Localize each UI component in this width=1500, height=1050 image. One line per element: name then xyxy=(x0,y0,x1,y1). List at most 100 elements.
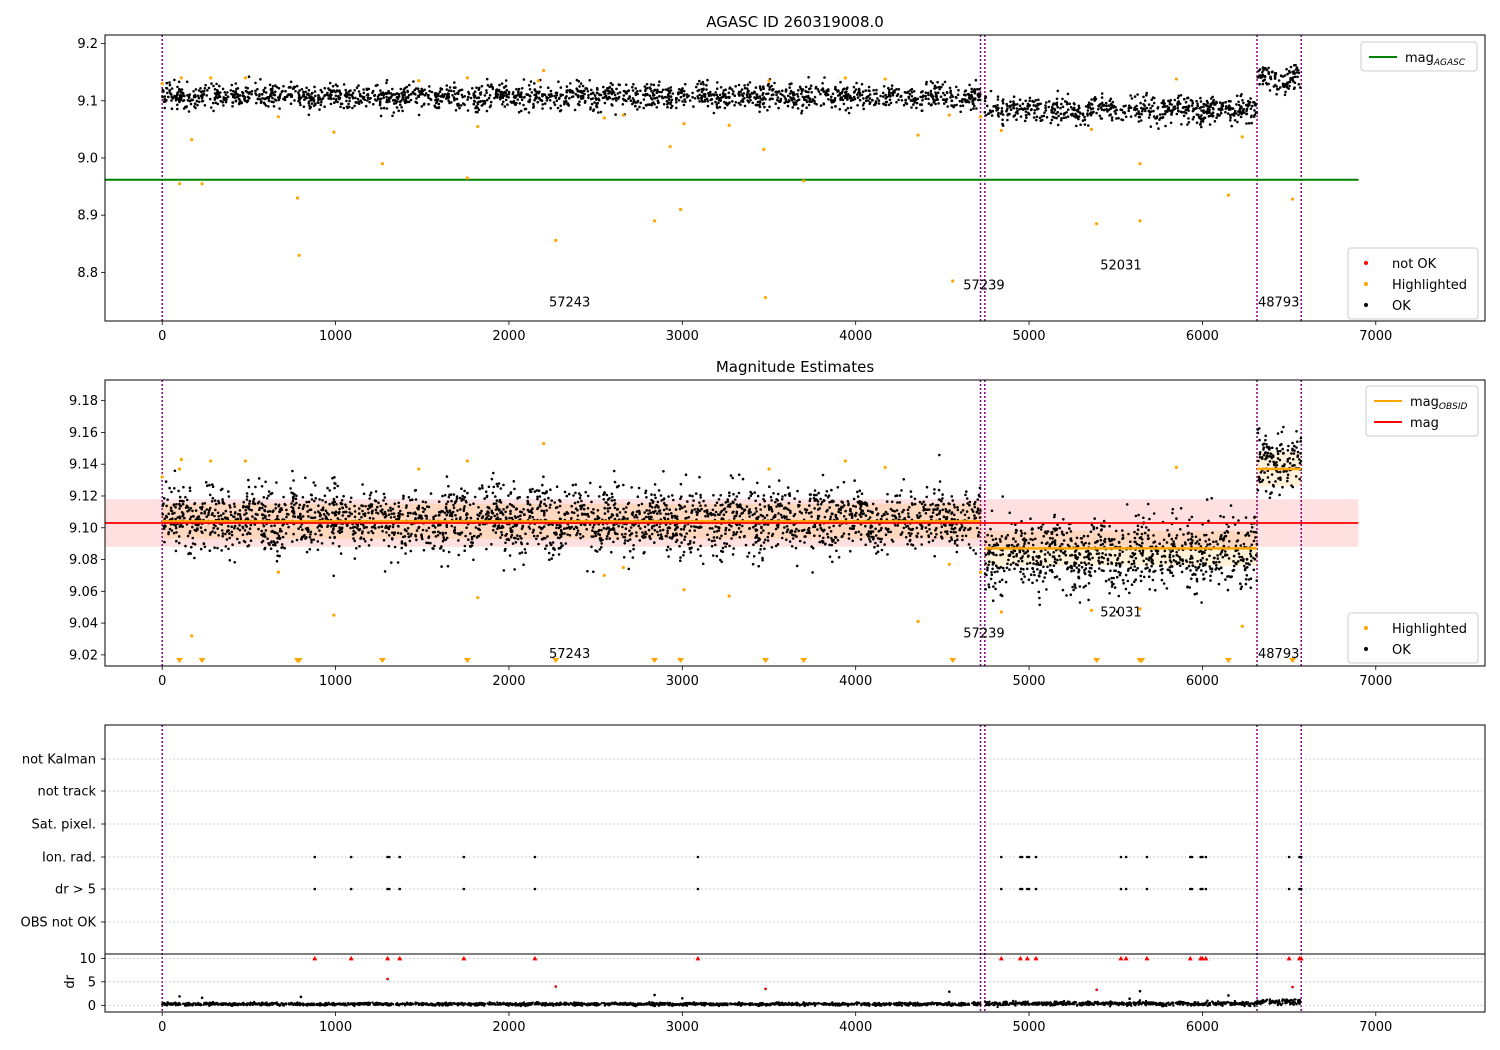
ok-point xyxy=(910,91,914,94)
ok-point xyxy=(1024,99,1027,103)
ok-point xyxy=(976,94,980,97)
ok-point xyxy=(574,483,577,486)
ok-point xyxy=(924,526,928,529)
ok-point xyxy=(731,100,734,103)
ok-point xyxy=(305,500,309,504)
ok-point xyxy=(877,102,881,105)
ok-point xyxy=(1038,116,1042,120)
ok-point xyxy=(333,101,336,104)
ok-point xyxy=(880,514,884,518)
ok-point xyxy=(270,491,274,495)
ok-point xyxy=(1288,84,1291,88)
ok-point xyxy=(737,527,741,530)
ok-point xyxy=(753,96,756,99)
ok-point xyxy=(784,493,787,497)
ok-point xyxy=(1110,116,1114,119)
ok-point xyxy=(617,83,621,86)
ok-point xyxy=(303,533,306,537)
ok-point xyxy=(219,514,223,517)
ok-point xyxy=(208,493,212,497)
ok-point xyxy=(1233,119,1237,122)
ok-point xyxy=(382,499,385,502)
ok-point xyxy=(672,498,675,502)
ok-point xyxy=(172,503,176,506)
ok-point xyxy=(929,103,933,107)
ok-point xyxy=(263,86,267,90)
ok-point xyxy=(247,75,251,78)
ok-point xyxy=(1253,109,1256,112)
ok-point xyxy=(377,526,381,529)
x-tick-label: 6000 xyxy=(1186,329,1219,344)
ok-point xyxy=(238,509,242,512)
ok-point xyxy=(667,555,670,558)
ok-point xyxy=(1197,113,1200,117)
ok-point xyxy=(1084,105,1088,108)
ok-point xyxy=(874,527,877,531)
ok-point xyxy=(314,532,317,536)
ok-point xyxy=(908,506,911,509)
ok-point xyxy=(713,514,717,517)
ok-point xyxy=(382,93,385,96)
ok-point xyxy=(990,114,994,117)
ok-point xyxy=(377,501,380,505)
ok-point xyxy=(632,99,636,102)
ok-point xyxy=(606,507,609,510)
ok-point xyxy=(943,515,946,519)
ok-point xyxy=(497,482,501,485)
ok-point xyxy=(307,93,311,97)
obsid-label: 48793 xyxy=(1258,296,1299,311)
ok-point xyxy=(669,86,673,89)
ok-point xyxy=(357,100,361,103)
ok-point xyxy=(785,525,789,528)
ok-point xyxy=(715,87,719,90)
ok-point xyxy=(177,535,181,538)
ok-point xyxy=(804,85,808,89)
ok-point xyxy=(965,497,969,500)
ok-point xyxy=(505,517,508,521)
ok-point xyxy=(575,87,578,90)
ok-point xyxy=(1293,75,1297,79)
ok-point xyxy=(339,105,342,109)
ok-point xyxy=(728,95,731,99)
ok-point xyxy=(351,106,354,110)
ok-point xyxy=(302,503,306,507)
ok-point xyxy=(827,89,830,92)
ok-point xyxy=(310,538,313,542)
ok-point xyxy=(1161,113,1164,116)
ok-point xyxy=(446,564,450,568)
ok-point xyxy=(1247,122,1251,125)
ok-point xyxy=(889,507,893,511)
ok-point xyxy=(536,497,539,501)
ok-point xyxy=(746,555,749,558)
ok-point xyxy=(200,100,204,103)
ok-point xyxy=(688,99,692,102)
ok-point xyxy=(743,84,746,87)
ok-point xyxy=(807,90,810,94)
ok-point xyxy=(173,487,176,490)
ok-point xyxy=(599,537,603,540)
ok-point xyxy=(1187,109,1190,112)
ok-point xyxy=(1062,112,1066,116)
ok-point xyxy=(696,95,699,98)
ok-point xyxy=(336,517,340,520)
ok-point xyxy=(178,515,181,518)
ok-point xyxy=(303,95,306,98)
ok-point xyxy=(545,544,548,547)
ok-point xyxy=(745,93,749,96)
ok-point xyxy=(371,509,374,513)
ok-point xyxy=(902,478,905,481)
ok-point xyxy=(781,89,784,93)
ok-point xyxy=(344,88,348,92)
ok-point xyxy=(467,95,470,99)
ok-point xyxy=(396,92,399,95)
ok-point xyxy=(937,504,940,507)
ok-point xyxy=(477,514,481,517)
ok-point xyxy=(665,535,669,538)
ok-point xyxy=(890,84,894,87)
ok-point xyxy=(445,97,448,100)
ok-point xyxy=(840,505,843,509)
ok-point xyxy=(551,541,555,544)
ok-point xyxy=(1060,102,1063,106)
ok-point xyxy=(333,481,336,485)
ok-point xyxy=(596,101,599,105)
